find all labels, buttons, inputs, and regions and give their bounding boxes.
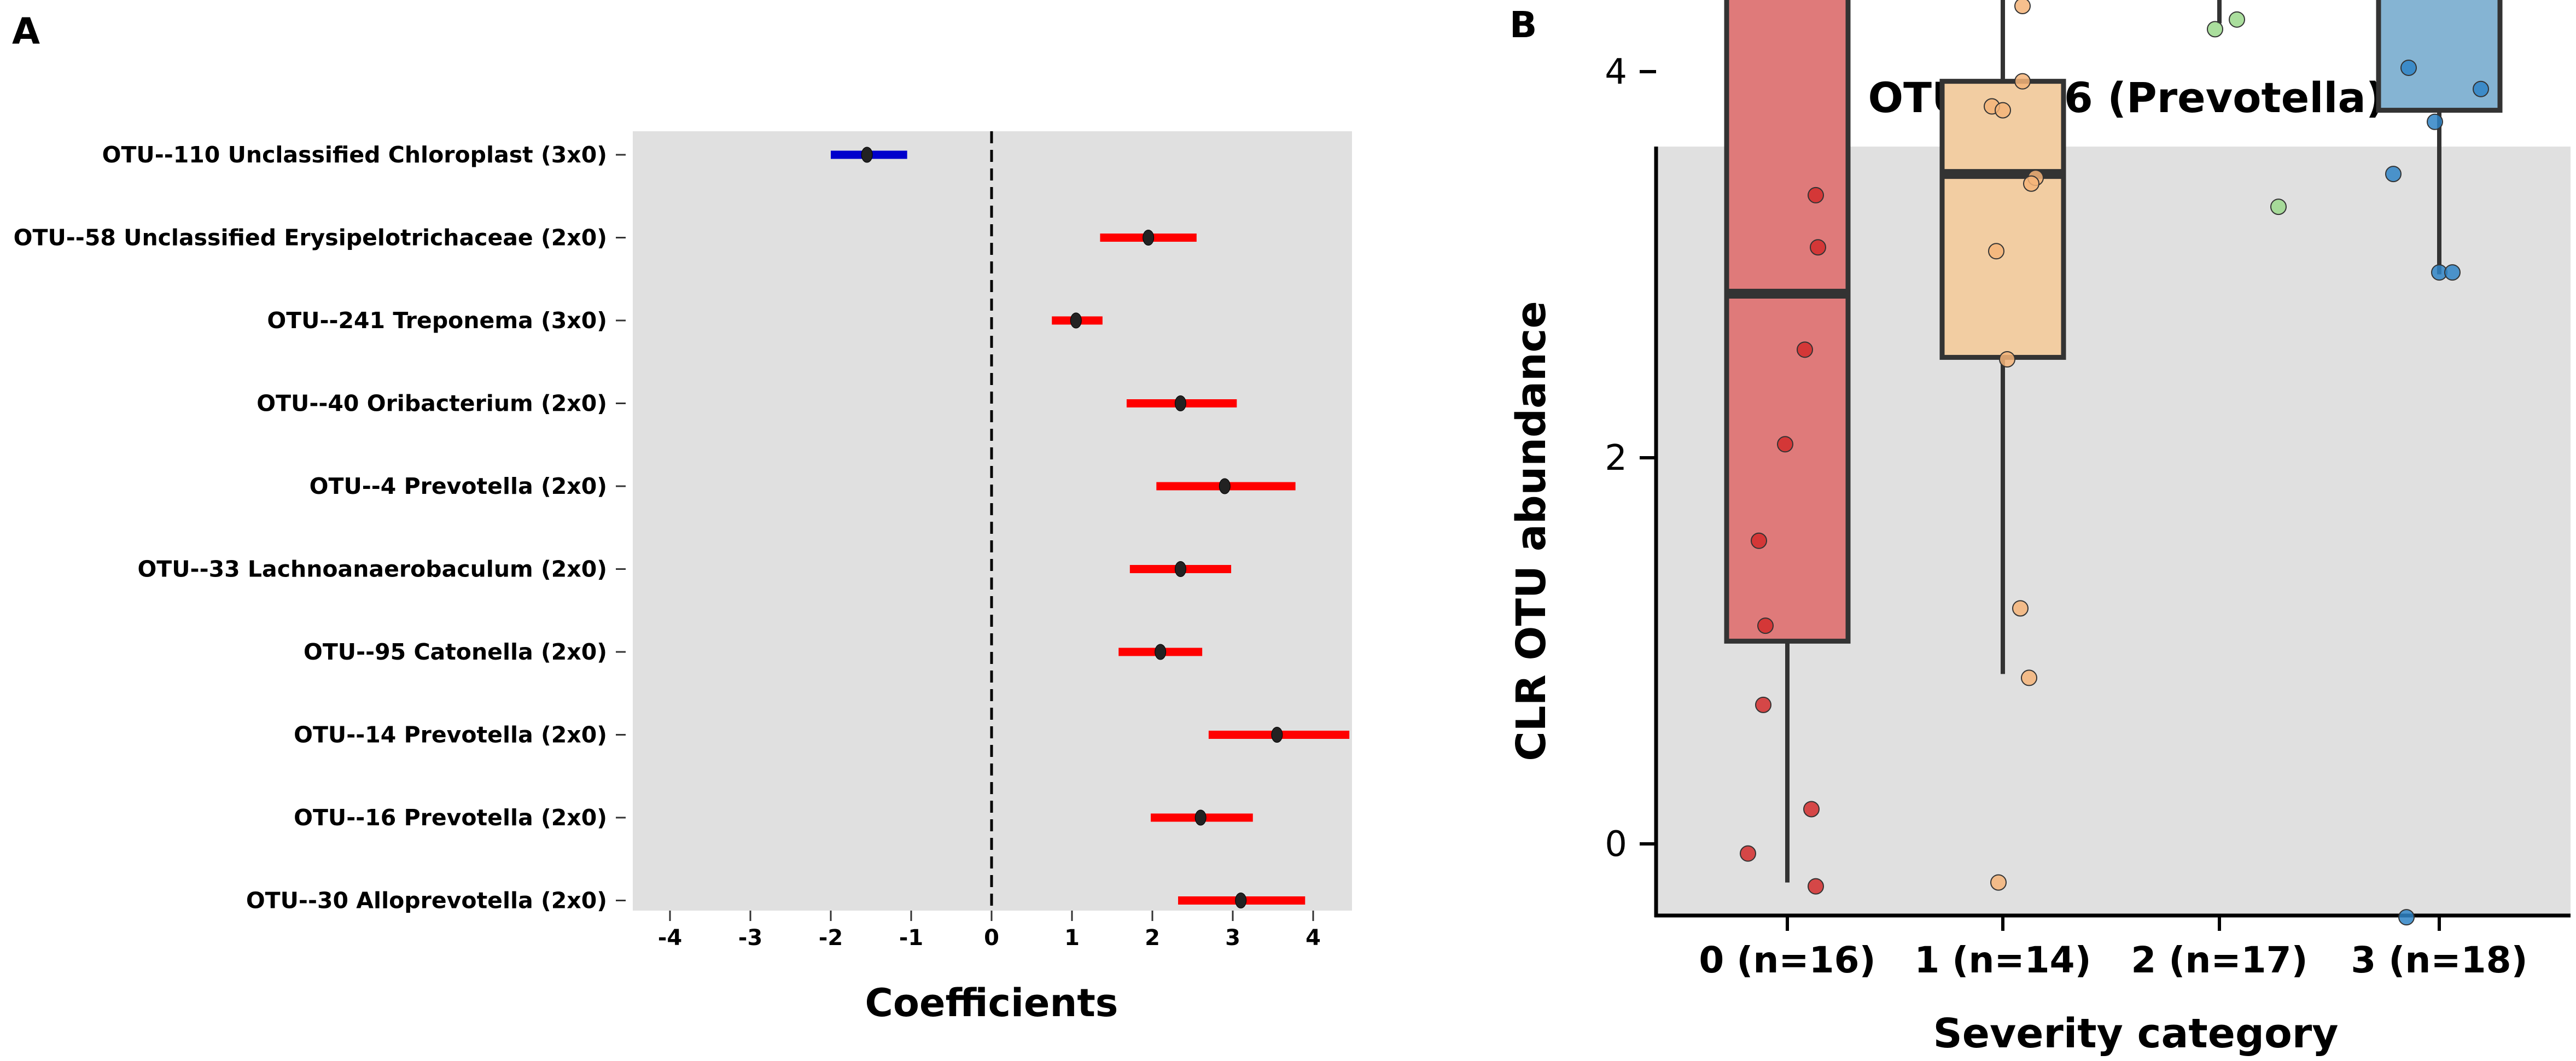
row-label: OTU--95 Catonella (2x0) <box>304 639 607 665</box>
coefficient-point <box>1235 893 1247 908</box>
row-label: OTU--16 Prevotella (2x0) <box>294 805 607 831</box>
x-tick-label: -1 <box>899 925 923 951</box>
box-group <box>1724 0 1851 895</box>
panel-label-b: B <box>1510 4 1537 46</box>
data-point <box>1988 243 2004 260</box>
box <box>2376 0 2503 113</box>
coefficient-point <box>1174 395 1186 411</box>
box-group <box>2207 0 2287 215</box>
data-point <box>1990 874 2007 891</box>
x-tick-label: 1 <box>1064 925 1080 951</box>
coefficient-point <box>1155 644 1167 660</box>
x-axis-title-b: Severity category <box>1933 1010 2338 1057</box>
y-tick-label: 0 <box>1605 824 1627 865</box>
y-tick-label: 2 <box>1605 438 1627 479</box>
data-point <box>2385 166 2402 183</box>
box-group <box>2376 0 2503 926</box>
row-label: OTU--241 Treponema (3x0) <box>267 307 607 334</box>
data-point <box>1751 532 1767 549</box>
data-point <box>1803 801 1820 818</box>
data-point <box>1797 341 1813 358</box>
data-point <box>1777 436 1793 453</box>
row-label: OTU--14 Prevotella (2x0) <box>294 722 607 748</box>
row-label: OTU--40 Oribacterium (2x0) <box>257 390 607 417</box>
data-point <box>2014 0 2031 14</box>
box-group <box>1939 0 2066 891</box>
data-point <box>2473 80 2489 97</box>
x-axis-title: Coefficients <box>865 981 1118 1025</box>
coefficient-point <box>1194 809 1207 826</box>
x-tick-label: -3 <box>738 925 762 951</box>
coefficient-point <box>1271 727 1283 743</box>
forest-plot-background <box>633 131 1352 911</box>
box <box>1724 0 1851 644</box>
data-point <box>1995 102 2011 119</box>
x-tick-label: 2 <box>1145 925 1160 951</box>
row-label: OTU--33 Lachnoanaerobaculum (2x0) <box>137 556 607 582</box>
forest-plot-panel: A OTU--110 Unclassified Chloroplast (3x0… <box>12 10 1352 1025</box>
y-tick-label: 4 <box>1605 52 1627 92</box>
coefficient-point <box>1219 478 1231 494</box>
category-label: 2 (n=17) <box>2131 939 2307 981</box>
row-label: OTU--58 Unclassified Erysipelotrichaceae… <box>14 225 607 251</box>
x-tick-label: 4 <box>1306 925 1321 951</box>
panel-label-a: A <box>12 10 40 53</box>
x-tick-label: 3 <box>1225 925 1240 951</box>
data-point <box>1755 696 1771 713</box>
category-label: 1 (n=14) <box>1914 939 2091 981</box>
category-label: 3 (n=18) <box>2351 939 2527 981</box>
x-tick-label: -4 <box>658 925 682 951</box>
data-point <box>1740 845 1756 862</box>
coefficient-point <box>1174 561 1186 577</box>
data-point <box>2444 264 2461 281</box>
data-point <box>2427 113 2443 130</box>
data-point <box>1810 239 1826 256</box>
category-label: 0 (n=16) <box>1699 939 1875 981</box>
row-label: OTU--30 Alloprevotella (2x0) <box>246 888 607 914</box>
y-axis-title: CLR OTU abundance <box>1508 301 1555 761</box>
data-point <box>2012 600 2029 617</box>
coefficient-point <box>1070 312 1082 329</box>
data-point <box>2014 73 2031 90</box>
coefficient-point <box>861 147 873 163</box>
data-point <box>2207 21 2223 38</box>
row-label: OTU--110 Unclassified Chloroplast (3x0) <box>102 142 607 168</box>
data-point <box>2229 11 2245 28</box>
data-point <box>1808 878 1824 895</box>
coefficient-point <box>1143 230 1155 246</box>
data-point <box>1999 351 2015 368</box>
data-point <box>2023 175 2039 192</box>
data-point <box>2400 59 2417 76</box>
data-point <box>2021 669 2037 686</box>
boxplot-panel: B OTU−−16 (Prevotella) 0246 0 (n=16)1 (n… <box>1508 0 2571 1057</box>
x-tick-label: 0 <box>984 925 999 951</box>
data-point <box>2398 909 2415 926</box>
row-label: OTU--4 Prevotella (2x0) <box>310 473 607 499</box>
data-point <box>1757 617 1774 634</box>
box <box>1939 79 2066 360</box>
data-point <box>1808 186 1824 203</box>
x-tick-label: -2 <box>819 925 843 951</box>
data-point <box>2270 199 2287 215</box>
